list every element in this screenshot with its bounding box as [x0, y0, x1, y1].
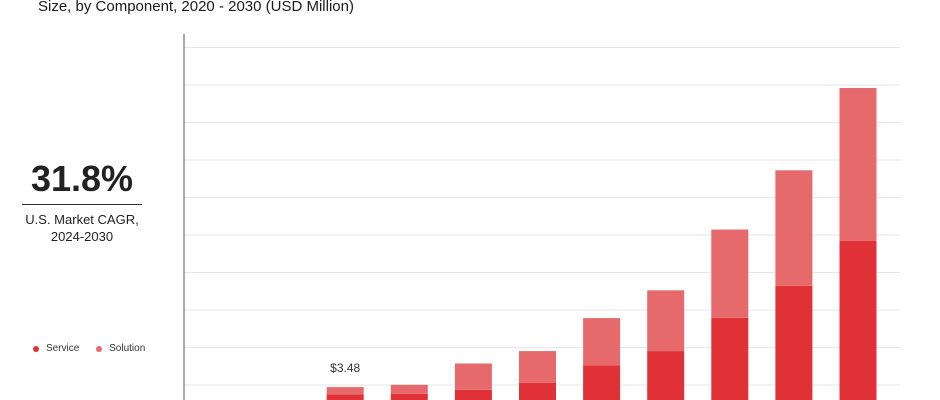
legend-label-solution: Solution — [109, 343, 146, 354]
bar-service-2025 — [519, 382, 556, 400]
bar-solution-2029 — [775, 170, 813, 286]
cagr-value: 31.8% — [30, 158, 134, 199]
legend-label-service: Service — [46, 343, 80, 354]
bar-service-2029 — [775, 285, 813, 400]
bar-service-2026 — [583, 365, 621, 400]
cagr-label-line2: 2024-2030 — [50, 229, 114, 244]
bar-solution-2028 — [711, 229, 749, 318]
data-label-2022: $3.48 — [330, 361, 360, 375]
bar-service-2022 — [326, 394, 364, 400]
bar-solution-2027 — [647, 290, 685, 352]
cagr-label-line1: U.S. Market CAGR, — [25, 212, 139, 227]
bar-service-2030 — [839, 240, 877, 400]
bar-solution-2023 — [390, 384, 428, 394]
bar-service-2023 — [390, 393, 428, 400]
legend-item-service: Service — [33, 343, 79, 354]
cagr-divider — [22, 204, 142, 205]
bar-service-2028 — [711, 317, 749, 400]
legend-dot-service — [33, 345, 39, 352]
bar-solution-2030 — [839, 88, 877, 241]
bar-service-2027 — [647, 351, 685, 400]
chart-legend: Service Solution — [33, 343, 159, 355]
bar-solution-2022 — [326, 387, 364, 395]
bar-service-2024 — [454, 389, 492, 400]
bar-solution-2024 — [454, 363, 492, 390]
bar-solution-2026 — [583, 318, 621, 366]
chart-title: Size, by Component, 2020 - 2030 (USD Mil… — [38, 0, 354, 15]
legend-dot-solution — [96, 345, 103, 352]
bar-solution-2025 — [519, 351, 556, 383]
cagr-callout: 31.8% U.S. Market CAGR, 2024-2030 — [22, 158, 142, 245]
legend-item-solution: Solution — [96, 343, 145, 354]
